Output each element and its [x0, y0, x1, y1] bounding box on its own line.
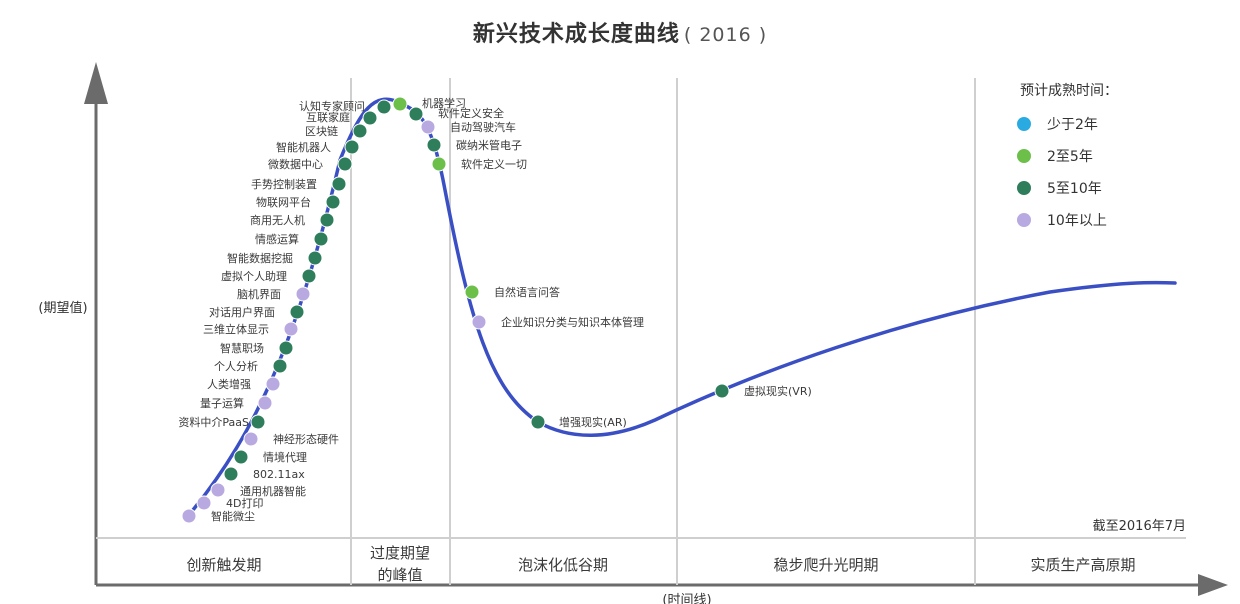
technology-label: 软件定义安全	[438, 106, 504, 120]
phase-label-trough: 泡沫化低谷期	[518, 556, 608, 574]
technology-label: 802.11ax	[253, 468, 305, 481]
technology-label: 互联家庭	[306, 110, 350, 124]
technology-point	[420, 119, 436, 135]
technology-point	[307, 250, 323, 266]
technology-label: 企业知识分类与知识本体管理	[501, 315, 644, 329]
technology-point	[426, 137, 442, 153]
technology-point	[392, 96, 408, 112]
technology-point	[431, 156, 447, 172]
technology-point	[352, 123, 368, 139]
legend-item-label: 2至5年	[1047, 149, 1093, 165]
technology-point	[464, 284, 480, 300]
y-axis-label: (期望值)	[38, 300, 87, 316]
technology-label: 虚拟现实(VR)	[744, 384, 812, 398]
technology-point	[181, 508, 197, 524]
technology-point	[362, 110, 378, 126]
technology-point	[278, 340, 294, 356]
technology-point	[289, 304, 305, 320]
technology-label: 三维立体显示	[203, 322, 269, 336]
technology-label: 智能微尘	[211, 509, 255, 523]
technology-label: 脑机界面	[237, 287, 281, 301]
technology-label: 自动驾驶汽车	[450, 120, 516, 134]
phase-label-innovation-trigger: 创新触发期	[186, 556, 261, 574]
technology-label: 通用机器智能	[240, 484, 306, 498]
phase-labels: 创新触发期 过度期望的峰值 泡沫化低谷期 稳步爬升光明期 实质生产高原期	[186, 544, 1135, 584]
technology-point	[196, 495, 212, 511]
chart-subtitle: ( 2016 )	[683, 24, 768, 46]
technology-point	[530, 414, 546, 430]
technology-point	[223, 466, 239, 482]
technology-label: 软件定义一切	[461, 157, 527, 171]
technology-label: 智能机器人	[276, 140, 331, 154]
legend-title: 预计成熟时间：	[1020, 83, 1118, 99]
phase-label-slope: 稳步爬升光明期	[773, 556, 878, 574]
technology-label: 增强现实(AR)	[559, 415, 627, 429]
technology-point	[272, 358, 288, 374]
technology-point	[471, 314, 487, 330]
technology-label: 智能数据挖掘	[227, 251, 293, 265]
legend-item-label: 10年以上	[1047, 213, 1107, 229]
technology-label: 对话用户界面	[209, 305, 275, 319]
technology-point	[337, 156, 353, 172]
axes	[84, 62, 1228, 596]
legend-swatch	[1017, 117, 1031, 131]
technology-label: 碳纳米管电子	[456, 138, 522, 152]
legend-item-label: 5至10年	[1047, 181, 1102, 197]
technology-point	[257, 395, 273, 411]
technology-point	[233, 449, 249, 465]
technology-label: 智慧职场	[220, 341, 264, 355]
technology-label: 虚拟个人助理	[221, 269, 287, 283]
hype-curve	[186, 97, 1177, 518]
technology-label: 手势控制装置	[251, 177, 317, 191]
technology-label: 情感运算	[255, 232, 299, 246]
technology-point	[301, 268, 317, 284]
legend-swatch	[1017, 213, 1031, 227]
phase-label-peak: 过度期望的峰值	[370, 544, 430, 584]
technology-label: 物联网平台	[256, 195, 311, 209]
technology-label: 人类增强	[207, 377, 251, 391]
x-axis-label: (时间线)	[662, 593, 711, 604]
technology-label: 4D打印	[226, 496, 263, 510]
technology-label: 个人分析	[214, 359, 258, 373]
technology-point	[283, 321, 299, 337]
technology-label: 量子运算	[200, 396, 244, 410]
legend-swatch	[1017, 149, 1031, 163]
phase-label-plateau: 实质生产高原期	[1030, 556, 1135, 574]
technology-point	[250, 414, 266, 430]
chart-title: 新兴技术成长度曲线( 2016 )	[0, 16, 1240, 48]
technology-label: 资料中介PaaS	[178, 415, 249, 429]
legend: 预计成熟时间： 少于2年 2至5年 5至10年 10年以上	[1017, 83, 1118, 229]
technology-point	[408, 106, 424, 122]
phase-label-line: 过度期望	[370, 544, 430, 562]
x-axis-arrow	[1198, 574, 1228, 596]
technology-point	[210, 482, 226, 498]
technology-label: 区块链	[305, 124, 338, 138]
technology-label: 认知专家顾问	[299, 99, 365, 113]
technology-label: 商用无人机	[250, 213, 305, 227]
legend-item-label: 少于2年	[1047, 117, 1098, 133]
technology-point	[243, 431, 259, 447]
chart-title-text: 新兴技术成长度曲线	[472, 22, 680, 47]
technology-point	[313, 231, 329, 247]
technology-point	[319, 212, 335, 228]
technology-label: 神经形态硬件	[273, 432, 339, 446]
technology-point	[325, 194, 341, 210]
technology-point	[295, 286, 311, 302]
technology-point	[376, 99, 392, 115]
technology-label: 机器学习	[422, 96, 466, 110]
y-axis-arrow	[84, 62, 108, 104]
technology-label: 自然语言问答	[494, 285, 560, 299]
technology-point	[714, 383, 730, 399]
phase-label-line: 的峰值	[377, 566, 422, 584]
as-of-note: 截至2016年7月	[1093, 519, 1186, 534]
technology-point	[265, 376, 281, 392]
technology-label: 微数据中心	[268, 157, 323, 171]
technology-point	[331, 176, 347, 192]
legend-swatch	[1017, 181, 1031, 195]
technology-point	[344, 139, 360, 155]
technology-label: 情境代理	[263, 450, 307, 464]
